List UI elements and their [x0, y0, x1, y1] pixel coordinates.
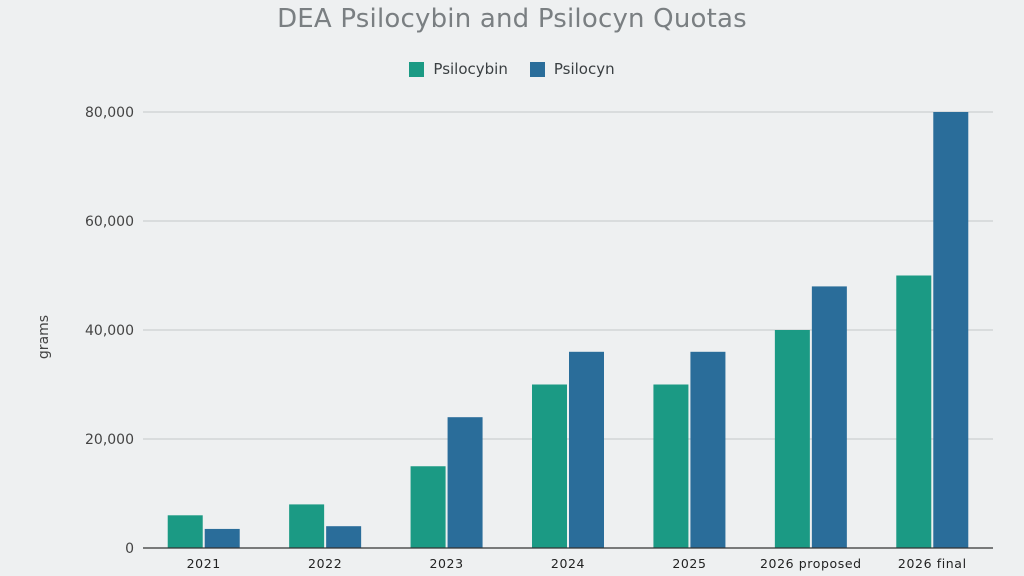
x-tick-label: 2026 proposed [760, 556, 862, 571]
bar-psilocybin[interactable] [289, 504, 325, 548]
y-axis-label: grams [36, 315, 52, 359]
bar-psilocyn[interactable] [690, 351, 726, 548]
bar-psilocybin[interactable] [896, 275, 932, 549]
x-tick-label: 2023 [429, 556, 463, 571]
y-tick-label: 40,000 [85, 323, 134, 339]
legend-swatch-psilocyn [529, 61, 545, 77]
bar-psilocybin[interactable] [653, 384, 689, 549]
bar-psilocyn[interactable] [326, 526, 362, 548]
bar-psilocyn[interactable] [811, 286, 847, 548]
axis-layer: 0 20,000 40,000 60,000 80,000 2021 2022 2023 202… [85, 105, 993, 571]
y-tick-label: 0 [125, 541, 134, 557]
bar-layer [167, 112, 969, 549]
bar-psilocybin[interactable] [167, 515, 203, 548]
bar-psilocyn[interactable] [204, 528, 240, 548]
legend-label-psilocybin: Psilocybin [433, 60, 508, 78]
legend-swatch-psilocybin [409, 61, 425, 77]
y-tick-label: 20,000 [85, 432, 134, 448]
bar-psilocyn[interactable] [933, 112, 969, 548]
legend: Psilocybin Psilocyn [0, 60, 1024, 78]
x-tick-label: 2021 [187, 556, 221, 571]
x-tick-label: 2026 final [898, 556, 967, 571]
chart-title: DEA Psilocybin and Psilocyn Quotas [277, 4, 747, 34]
bar-psilocybin[interactable] [410, 466, 446, 548]
bar-psilocybin[interactable] [532, 384, 567, 549]
x-tick-label: 2025 [672, 556, 706, 571]
y-tick-label: 60,000 [85, 214, 134, 230]
legend-item-psilocyn[interactable]: Psilocyn [529, 60, 615, 78]
grid-layer [143, 111, 993, 440]
legend-label-psilocyn: Psilocyn [553, 60, 615, 78]
x-tick-label: 2024 [551, 556, 585, 571]
legend-item-psilocybin[interactable]: Psilocybin [409, 60, 508, 78]
bar-psilocybin[interactable] [774, 330, 810, 548]
x-tick-label: 2022 [308, 556, 342, 571]
bar-psilocyn[interactable] [569, 351, 604, 548]
bar-psilocyn[interactable] [447, 417, 483, 548]
y-tick-label: 80,000 [85, 105, 134, 121]
